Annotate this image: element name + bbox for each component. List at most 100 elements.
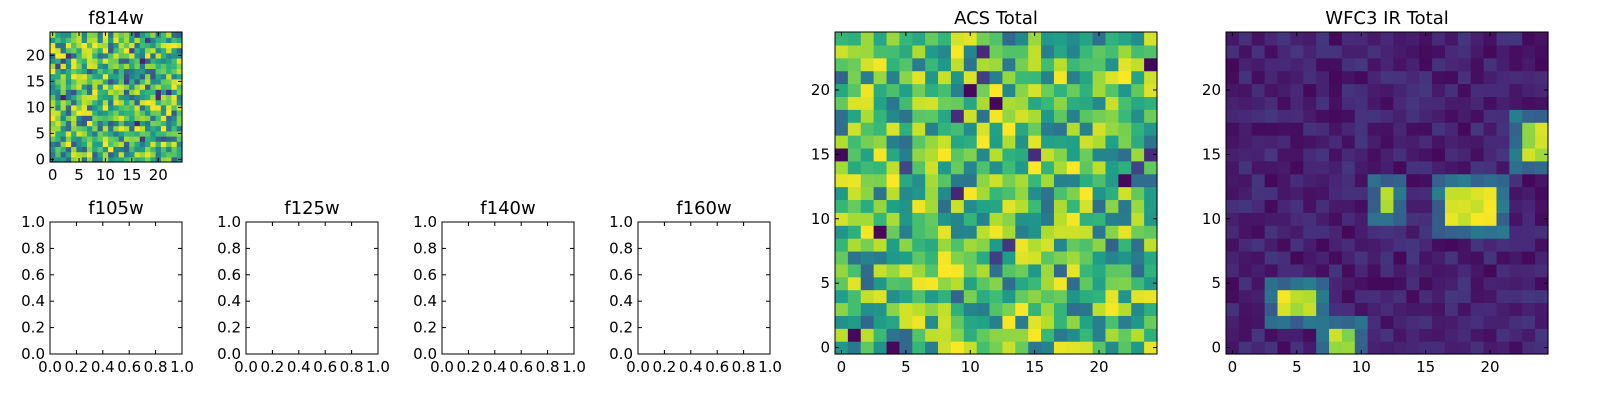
f814w-pixel [134,146,141,153]
acs-total-pixel [1015,109,1029,123]
wfc3-ir-total-pixel [1444,199,1459,213]
wfc3-ir-total-pixel [1470,289,1485,304]
f814w-pixel [160,63,167,69]
f814w-pixel [166,120,173,127]
wfc3-ir-total-pixel [1238,302,1253,316]
f160w-xtick-label: 1.0 [758,358,782,376]
wfc3-ir-total-pixel [1444,238,1459,252]
wfc3-ir-total-pixel [1522,160,1536,175]
wfc3-ir-total-pixel [1496,147,1510,162]
wfc3-ir-total-pixel [1290,160,1304,175]
wfc3-ir-total-pixel [1457,263,1472,278]
wfc3-ir-total-pixel [1393,57,1407,72]
acs-total-pixel [899,109,913,123]
f814w-pixel [160,58,167,64]
f814w-pixel [86,73,93,80]
wfc3-ir-total-pixel [1432,173,1446,188]
f814w-pixel [123,89,130,95]
acs-total-pixel [1041,199,1055,213]
acs-total-pixel [976,186,991,201]
acs-total-pixel [1105,199,1119,213]
wfc3-ir-total-pixel [1406,341,1420,355]
wfc3-ir-total-pixel [1509,263,1523,278]
acs-total-pixel [938,147,952,162]
f814w-pixel [50,73,56,80]
f814w-pixel [76,115,83,121]
f814w-pixel [65,120,72,127]
acs-total-pixel [1105,70,1119,85]
wfc3-ir-total-pixel [1444,186,1459,201]
wfc3-ir-total-pixel [1367,83,1382,97]
wfc3-ir-total-pixel [1419,315,1433,329]
acs-total-image [835,32,1158,355]
f814w-pixel [118,89,125,95]
acs-total-pixel [1118,238,1132,252]
wfc3-ir-total-pixel [1316,96,1330,110]
f140w-frame [441,221,575,355]
wfc3-ir-total-pixel [1457,57,1472,72]
acs-total-pixel [1144,302,1158,316]
f814w-pixel [160,120,167,127]
f814w-pixel [108,130,114,137]
acs-total-pixel [835,238,849,252]
acs-total-pixel [860,44,875,59]
wfc3-ir-total-pixel [1290,263,1304,278]
f814w-pixel [71,47,77,54]
acs-total-pixel [1118,341,1132,355]
wfc3-ir-total-pixel [1380,83,1395,97]
wfc3-ir-total-pixel [1303,122,1317,136]
f814w-pixel [92,156,99,163]
wfc3-ir-total-pixel [1277,122,1291,136]
f814w-pixel [65,94,72,101]
acs-total-pixel [1144,212,1158,226]
acs-total-ytick-label: 5 [820,274,830,292]
f814w-pixel [102,84,109,90]
wfc3-ir-total-pixel [1432,57,1446,72]
wfc3-ir-total-pixel [1238,32,1253,46]
acs-total-pixel [847,109,862,123]
acs-total-pixel [925,199,939,213]
acs-total-pixel [1079,341,1094,355]
f814w-pixel [118,110,125,116]
f814w-pixel [166,58,173,64]
f814w-pixel [176,58,183,64]
f814w-pixel [134,156,141,163]
acs-total-pixel [1041,32,1055,46]
wfc3-ir-total-pixel [1264,122,1279,136]
wfc3-ir-total-pixel [1470,250,1485,265]
wfc3-ir-total-pixel [1535,122,1549,136]
acs-total-pixel [1028,341,1042,355]
f814w-pixel [102,52,109,59]
acs-total-pixel [1105,173,1119,188]
f814w-pixel [134,89,141,95]
acs-total-pixel [1028,315,1042,329]
f814w-pixel [145,73,151,80]
f105w-xtick-label: 0.6 [117,358,141,376]
acs-total-pixel [1028,135,1042,149]
f814w-pixel [50,58,56,64]
acs-total-pixel [912,225,926,239]
f814w-pixel [86,84,93,90]
wfc3-ir-total-pixel [1432,44,1446,59]
wfc3-ir-total-pixel [1251,328,1266,342]
acs-total-pixel [835,212,849,226]
f105w-title: f105w [88,198,143,219]
acs-total-ytick-label: 20 [811,81,830,99]
acs-total-pixel [938,32,952,46]
acs-total-pixel [1041,44,1055,59]
acs-total-pixel [835,186,849,201]
f814w-pixel [55,146,62,153]
f814w-pixel [92,37,99,43]
acs-total-pixel [1066,289,1081,304]
wfc3-ir-total-pixel [1290,225,1304,239]
f814w-pixel [102,99,109,106]
f814w-pixel [176,32,183,38]
acs-total-pixel [1131,109,1145,123]
wfc3-ir-total-pixel [1406,199,1420,213]
acs-total-pixel [835,135,849,149]
acs-total-pixel [899,186,913,201]
acs-total-pixel [976,263,991,278]
f814w-pixel [129,115,136,121]
acs-total-xtick-label: 5 [901,358,911,376]
acs-total-pixel [835,250,849,265]
